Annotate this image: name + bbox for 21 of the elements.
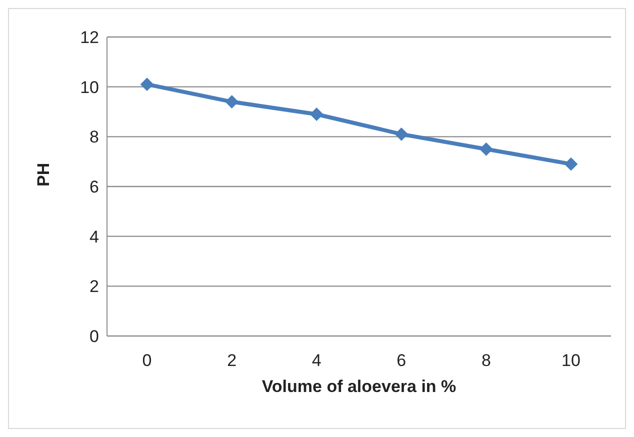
y-tick-label: 2	[90, 277, 99, 296]
point	[140, 78, 154, 91]
y-tick-label: 4	[90, 227, 99, 246]
y-tick-label: 12	[80, 28, 99, 48]
x-tick-label: 6	[396, 351, 406, 370]
x-tick-label: 2	[227, 351, 237, 370]
y-tick-label: 8	[90, 128, 99, 147]
point	[310, 108, 324, 121]
y-tick-label: 6	[90, 178, 99, 197]
y-tick-label: 0	[90, 327, 99, 346]
point	[394, 128, 408, 141]
point	[225, 95, 238, 108]
x-tick-label: 8	[481, 351, 491, 370]
x-tick-label: 10	[562, 351, 580, 370]
y-axis-title: PH	[34, 162, 54, 186]
x-tick-label: 0	[142, 351, 152, 370]
point	[564, 158, 578, 171]
point	[480, 142, 493, 156]
x-axis-title: Volume of aloevera in %	[262, 377, 456, 396]
x-tick-label: 4	[312, 351, 322, 370]
y-tick-label: 10	[80, 78, 99, 97]
